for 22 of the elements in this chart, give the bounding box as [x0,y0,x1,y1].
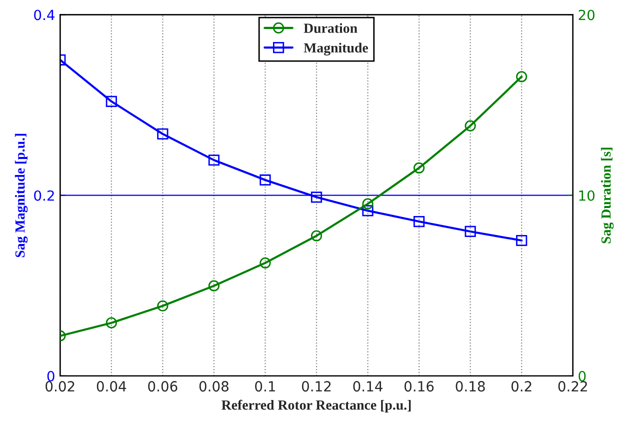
x-tick-label: 0.22 [558,381,587,392]
y-tick-label: 0 [47,370,54,382]
x-tick-label: 0.18 [456,381,485,392]
x-tick-label: 0.2 [511,381,532,392]
y-axis-title: Sag Magnitude [p.u.] [14,134,28,258]
legend-label: Duration [304,23,358,33]
y2-tick-label: 10 [579,190,594,201]
y-tick-label: 0.4 [34,10,54,20]
x-tick-label: 0.06 [148,381,178,392]
y2-tick-label: 20 [578,10,594,20]
x-tick-label: 0.14 [353,381,382,392]
x-tick-label: 0.12 [302,381,331,392]
y2-tick-label: 0 [578,370,586,382]
legend-label: Magnitude [304,42,368,56]
x-tick-label: 0.04 [96,381,126,392]
x-tick-label: 0.16 [404,381,434,392]
y2-axis-title: Sag Duration [s] [600,148,614,244]
y-tick-label: 0.2 [34,190,54,201]
x-tick-label: 0.08 [199,381,228,392]
x-tick-label: 0.02 [46,381,74,392]
x-axis-title: Referred Rotor Reactance [p.u.] [222,400,411,413]
x-tick-label: 0.1 [255,381,275,392]
